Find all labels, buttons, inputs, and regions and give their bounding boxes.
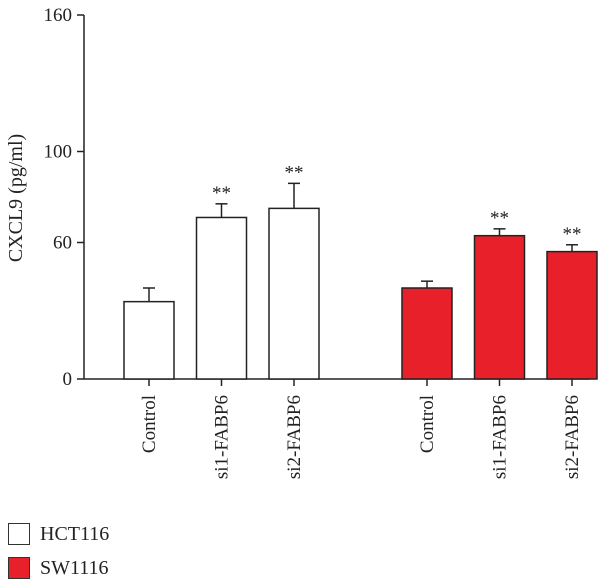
- legend-item-sw1116: SW1116: [8, 554, 109, 582]
- bar-sw1116-0: [401, 287, 453, 380]
- plot-area: 0 60 100 160 Control si1-FABP6 ** si2-FABP6 ** Co…: [44, 5, 598, 479]
- legend: HCT116 SW1116: [8, 520, 109, 588]
- x-tick-label-hct116-0: Control: [139, 395, 160, 453]
- y-tick-label-1: 60: [53, 233, 72, 254]
- bar-hct116-0: [123, 300, 175, 380]
- y-tick-label-0: 0: [63, 369, 73, 390]
- x-tick-label-hct116-2: si2-FABP6: [284, 395, 305, 479]
- legend-swatch-hct116: [8, 523, 30, 545]
- bar-sw1116-1: [473, 234, 526, 380]
- legend-label-hct116: HCT116: [40, 522, 110, 545]
- y-tick-label-2: 100: [44, 142, 73, 163]
- bar-chart: CXCL9 (pg/ml) 0 60 100 160 Control si1-FABP6 *…: [5, 5, 598, 479]
- x-tick-label-sw1116-2: si2-FABP6: [562, 395, 583, 479]
- significance-label-sw1116-1: **: [490, 208, 509, 229]
- x-tick-label-hct116-1: si1-FABP6: [212, 395, 233, 479]
- y-tick-label-3: 160: [44, 5, 73, 26]
- legend-label-sw1116: SW1116: [40, 556, 109, 579]
- y-axis-label: CXCL9 (pg/ml): [5, 134, 27, 262]
- significance-label-hct116-2: **: [285, 162, 304, 183]
- significance-label-sw1116-2: **: [563, 224, 582, 245]
- bar-hct116-1: [195, 216, 248, 380]
- significance-label-hct116-1: **: [212, 183, 231, 204]
- bar-hct116-2: [268, 207, 320, 380]
- bar-sw1116-2: [546, 250, 598, 380]
- x-tick-label-sw1116-1: si1-FABP6: [490, 395, 511, 479]
- x-tick-label-sw1116-0: Control: [417, 395, 438, 453]
- legend-item-hct116: HCT116: [8, 520, 109, 548]
- legend-swatch-sw1116: [8, 557, 30, 579]
